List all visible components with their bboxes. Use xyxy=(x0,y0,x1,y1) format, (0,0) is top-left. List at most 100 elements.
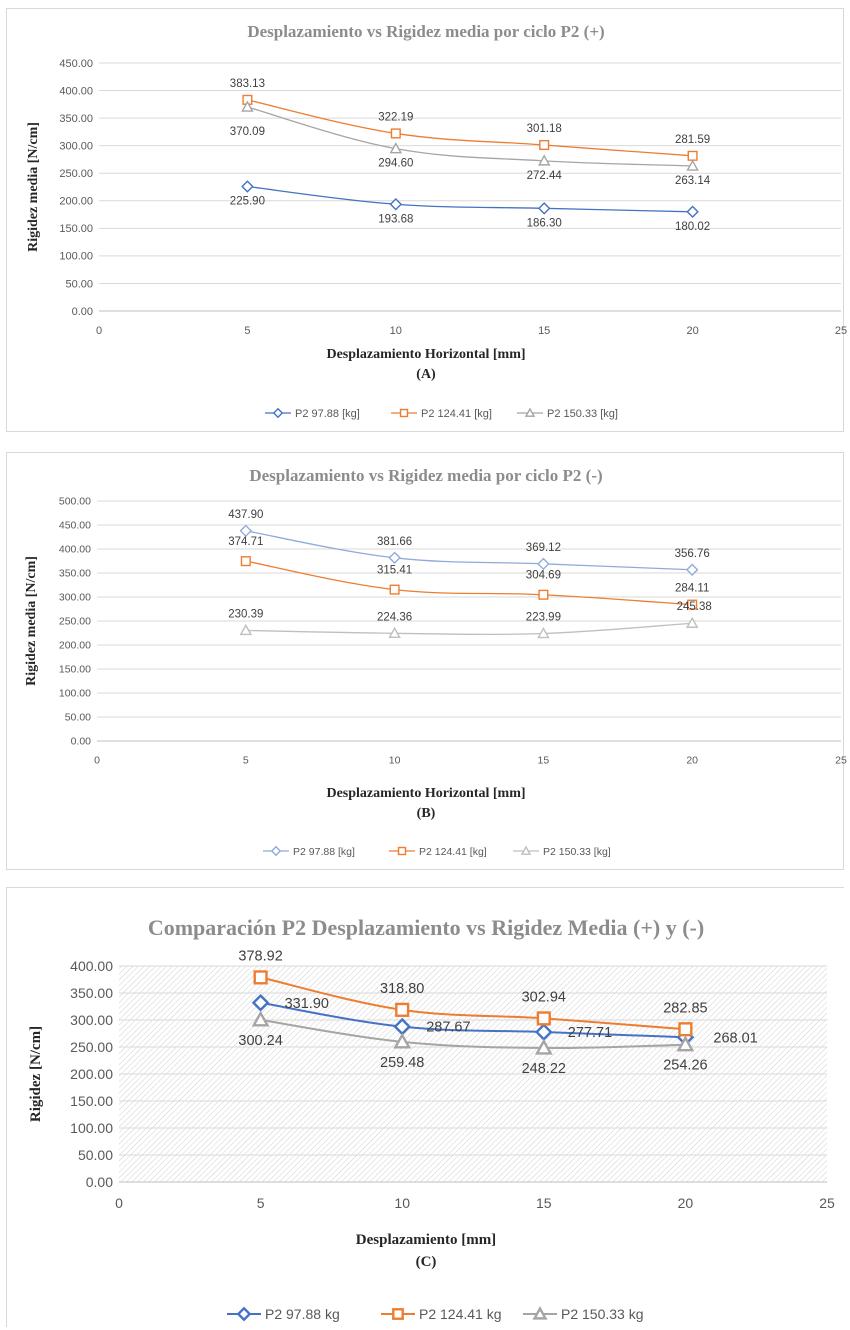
y-tick-label: 450.00 xyxy=(59,58,93,70)
legend-label: P2 97.88 [kg] xyxy=(295,408,360,420)
data-label: 287.67 xyxy=(426,1020,470,1036)
data-point-marker xyxy=(251,993,270,1012)
legend-marker xyxy=(524,407,536,417)
legend-item-2: P2 150.33 kg xyxy=(523,1306,644,1322)
y-tick-label: 200.00 xyxy=(59,640,91,652)
y-tick-label: 50.00 xyxy=(78,1147,113,1163)
data-point-marker xyxy=(388,551,401,565)
data-label: 294.60 xyxy=(378,158,413,170)
legend-item-0: P2 97.88 [kg] xyxy=(265,407,360,420)
legend-label: P2 97.88 [kg] xyxy=(293,846,355,858)
chart-panel-a: Desplazamiento vs Rigidez media por cicl… xyxy=(6,8,847,432)
y-tick-label: 250.00 xyxy=(59,616,91,628)
y-tick-label: 100.00 xyxy=(70,1120,113,1136)
data-point-marker xyxy=(537,154,551,166)
legend-item-1: P2 124.41 [kg] xyxy=(391,408,492,420)
chart-a-svg: Desplazamiento vs Rigidez media por cicl… xyxy=(26,22,847,420)
legend-item-1: P2 124.41 kg xyxy=(381,1306,502,1322)
data-point-marker xyxy=(687,150,698,161)
y-tick-label: 0.00 xyxy=(71,736,92,748)
series-1 xyxy=(240,556,698,610)
data-point-marker xyxy=(253,970,268,985)
y-tick-label: 150.00 xyxy=(70,1093,113,1109)
series-line xyxy=(260,1018,686,1050)
legend-label: P2 97.88 kg xyxy=(265,1306,340,1322)
data-label: 223.99 xyxy=(526,611,561,623)
data-label: 356.76 xyxy=(675,548,710,560)
data-point-marker xyxy=(239,623,253,636)
y-tick-label: 400.00 xyxy=(70,958,113,974)
data-label: 254.26 xyxy=(663,1058,707,1074)
legend-label: P2 124.41 [kg] xyxy=(421,408,492,420)
data-label: 282.85 xyxy=(663,1000,707,1016)
data-label: 381.66 xyxy=(377,536,412,548)
series-line xyxy=(247,106,693,167)
series-0 xyxy=(241,180,699,219)
y-tick-label: 200.00 xyxy=(70,1066,113,1082)
data-label: 322.19 xyxy=(378,111,413,123)
x-tick-label: 15 xyxy=(538,325,550,337)
data-label: 272.44 xyxy=(527,170,563,182)
data-point-marker xyxy=(536,1011,551,1026)
y-tick-label: 350.00 xyxy=(70,985,113,1001)
data-point-marker xyxy=(393,1032,412,1049)
chart-panel-b: Desplazamiento vs Rigidez media por cicl… xyxy=(6,452,847,870)
data-label: 304.69 xyxy=(526,570,561,582)
legend-marker xyxy=(236,1306,252,1322)
data-point-marker xyxy=(676,1035,695,1052)
chart-panel-c: Comparación P2 Desplazamiento vs Rigidez… xyxy=(6,887,844,1327)
data-label: 281.59 xyxy=(675,134,710,146)
data-point-marker xyxy=(389,584,400,595)
y-tick-label: 300.00 xyxy=(70,1012,113,1028)
data-label: 193.68 xyxy=(378,213,413,225)
y-tick-label: 50.00 xyxy=(65,278,93,290)
y-tick-label: 350.00 xyxy=(59,113,93,125)
data-point-marker xyxy=(687,599,698,610)
data-label: 437.90 xyxy=(228,509,263,521)
x-tick-label: 20 xyxy=(686,325,698,337)
y-axis-title: Rigidez media [N/cm] xyxy=(24,556,39,686)
series-line xyxy=(245,530,693,571)
series-line xyxy=(247,185,693,213)
legend-marker xyxy=(272,407,284,419)
data-point-marker xyxy=(537,202,551,215)
y-axis-title: Rigidez media [N/cm] xyxy=(26,122,41,252)
legend-label: P2 124.41 [kg] xyxy=(419,846,487,858)
legend-item-2: P2 150.33 [kg] xyxy=(517,407,618,420)
data-label: 225.90 xyxy=(230,196,265,208)
series-line xyxy=(245,560,693,606)
legend-marker xyxy=(397,846,407,856)
data-label: 315.41 xyxy=(377,565,412,577)
data-point-marker xyxy=(537,557,550,571)
data-point-marker xyxy=(685,616,699,628)
data-point-marker xyxy=(239,524,253,538)
x-tick-label: 0 xyxy=(96,325,102,337)
x-tick-label: 5 xyxy=(243,755,249,767)
data-point-marker xyxy=(534,1038,553,1055)
y-tick-label: 350.00 xyxy=(59,568,91,580)
chart-sublabel: (A) xyxy=(416,367,436,382)
legend-marker xyxy=(520,845,532,855)
legend-item-0: P2 97.88 kg xyxy=(227,1306,340,1322)
x-tick-label: 0 xyxy=(94,755,100,767)
chart-sublabel: (B) xyxy=(417,806,436,821)
data-point-marker xyxy=(395,1002,410,1017)
legend-item-0: P2 97.88 [kg] xyxy=(263,846,355,858)
x-axis-title: Desplazamiento Horizontal [mm] xyxy=(326,347,525,362)
y-tick-label: 50.00 xyxy=(65,712,91,724)
y-tick-label: 400.00 xyxy=(59,544,91,556)
data-point-marker xyxy=(389,142,403,154)
data-point-marker xyxy=(685,563,699,576)
y-tick-label: 300.00 xyxy=(59,592,91,604)
x-tick-label: 25 xyxy=(819,1195,835,1211)
x-tick-label: 5 xyxy=(244,325,250,337)
series-line xyxy=(260,976,686,1031)
y-tick-label: 250.00 xyxy=(70,1039,113,1055)
data-label: 248.22 xyxy=(522,1061,566,1077)
y-tick-label: 500.00 xyxy=(59,496,91,508)
x-axis-title: Desplazamiento [mm] xyxy=(356,1232,496,1248)
x-tick-label: 0 xyxy=(115,1195,123,1211)
data-label: 224.36 xyxy=(377,611,412,623)
data-label: 383.13 xyxy=(230,78,265,90)
x-tick-label: 20 xyxy=(678,1195,694,1211)
